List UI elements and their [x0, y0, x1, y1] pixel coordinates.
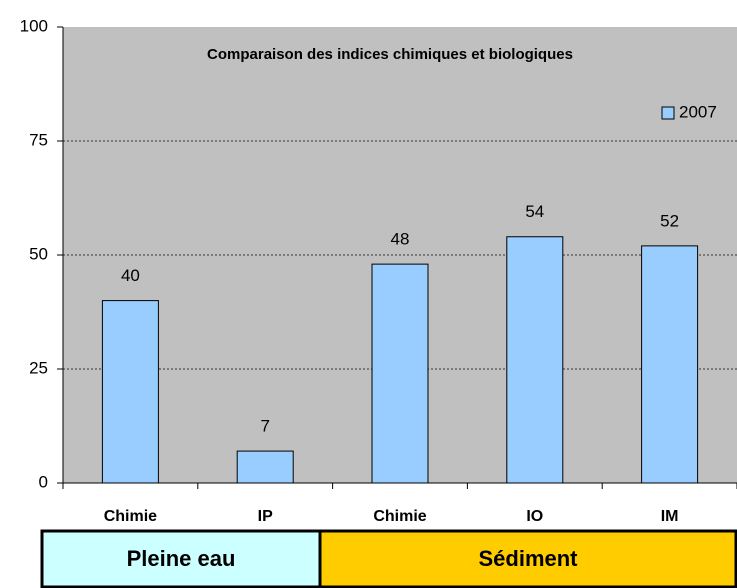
y-tick-label: 100 — [20, 16, 48, 35]
y-tick-label: 0 — [39, 472, 48, 491]
legend-swatch — [661, 106, 675, 120]
y-tick-label: 25 — [29, 358, 48, 377]
x-tick-label: IO — [526, 508, 543, 525]
y-tick-label: 75 — [29, 130, 48, 149]
value-label: 7 — [260, 417, 269, 436]
x-tick-label: Chimie — [373, 508, 426, 525]
bar — [641, 245, 699, 484]
chart-title: Comparaison des indices chimiques et bio… — [207, 46, 573, 63]
group-box — [318, 529, 737, 588]
group-box — [40, 529, 322, 588]
x-tick-label: Chimie — [104, 508, 157, 525]
value-label: 52 — [660, 211, 679, 230]
bar — [236, 450, 294, 484]
bar — [371, 263, 429, 484]
value-label: 54 — [525, 202, 544, 221]
value-label: 48 — [391, 230, 410, 249]
bar — [101, 300, 159, 484]
legend-label: 2007 — [679, 102, 717, 121]
x-tick-label: IP — [258, 508, 273, 525]
group-label: Pleine eau — [127, 546, 236, 571]
x-tick-label: IM — [661, 508, 679, 525]
y-tick-label: 50 — [29, 244, 48, 263]
bar — [506, 236, 564, 484]
value-label: 40 — [121, 266, 140, 285]
group-label: Sédiment — [478, 546, 578, 571]
